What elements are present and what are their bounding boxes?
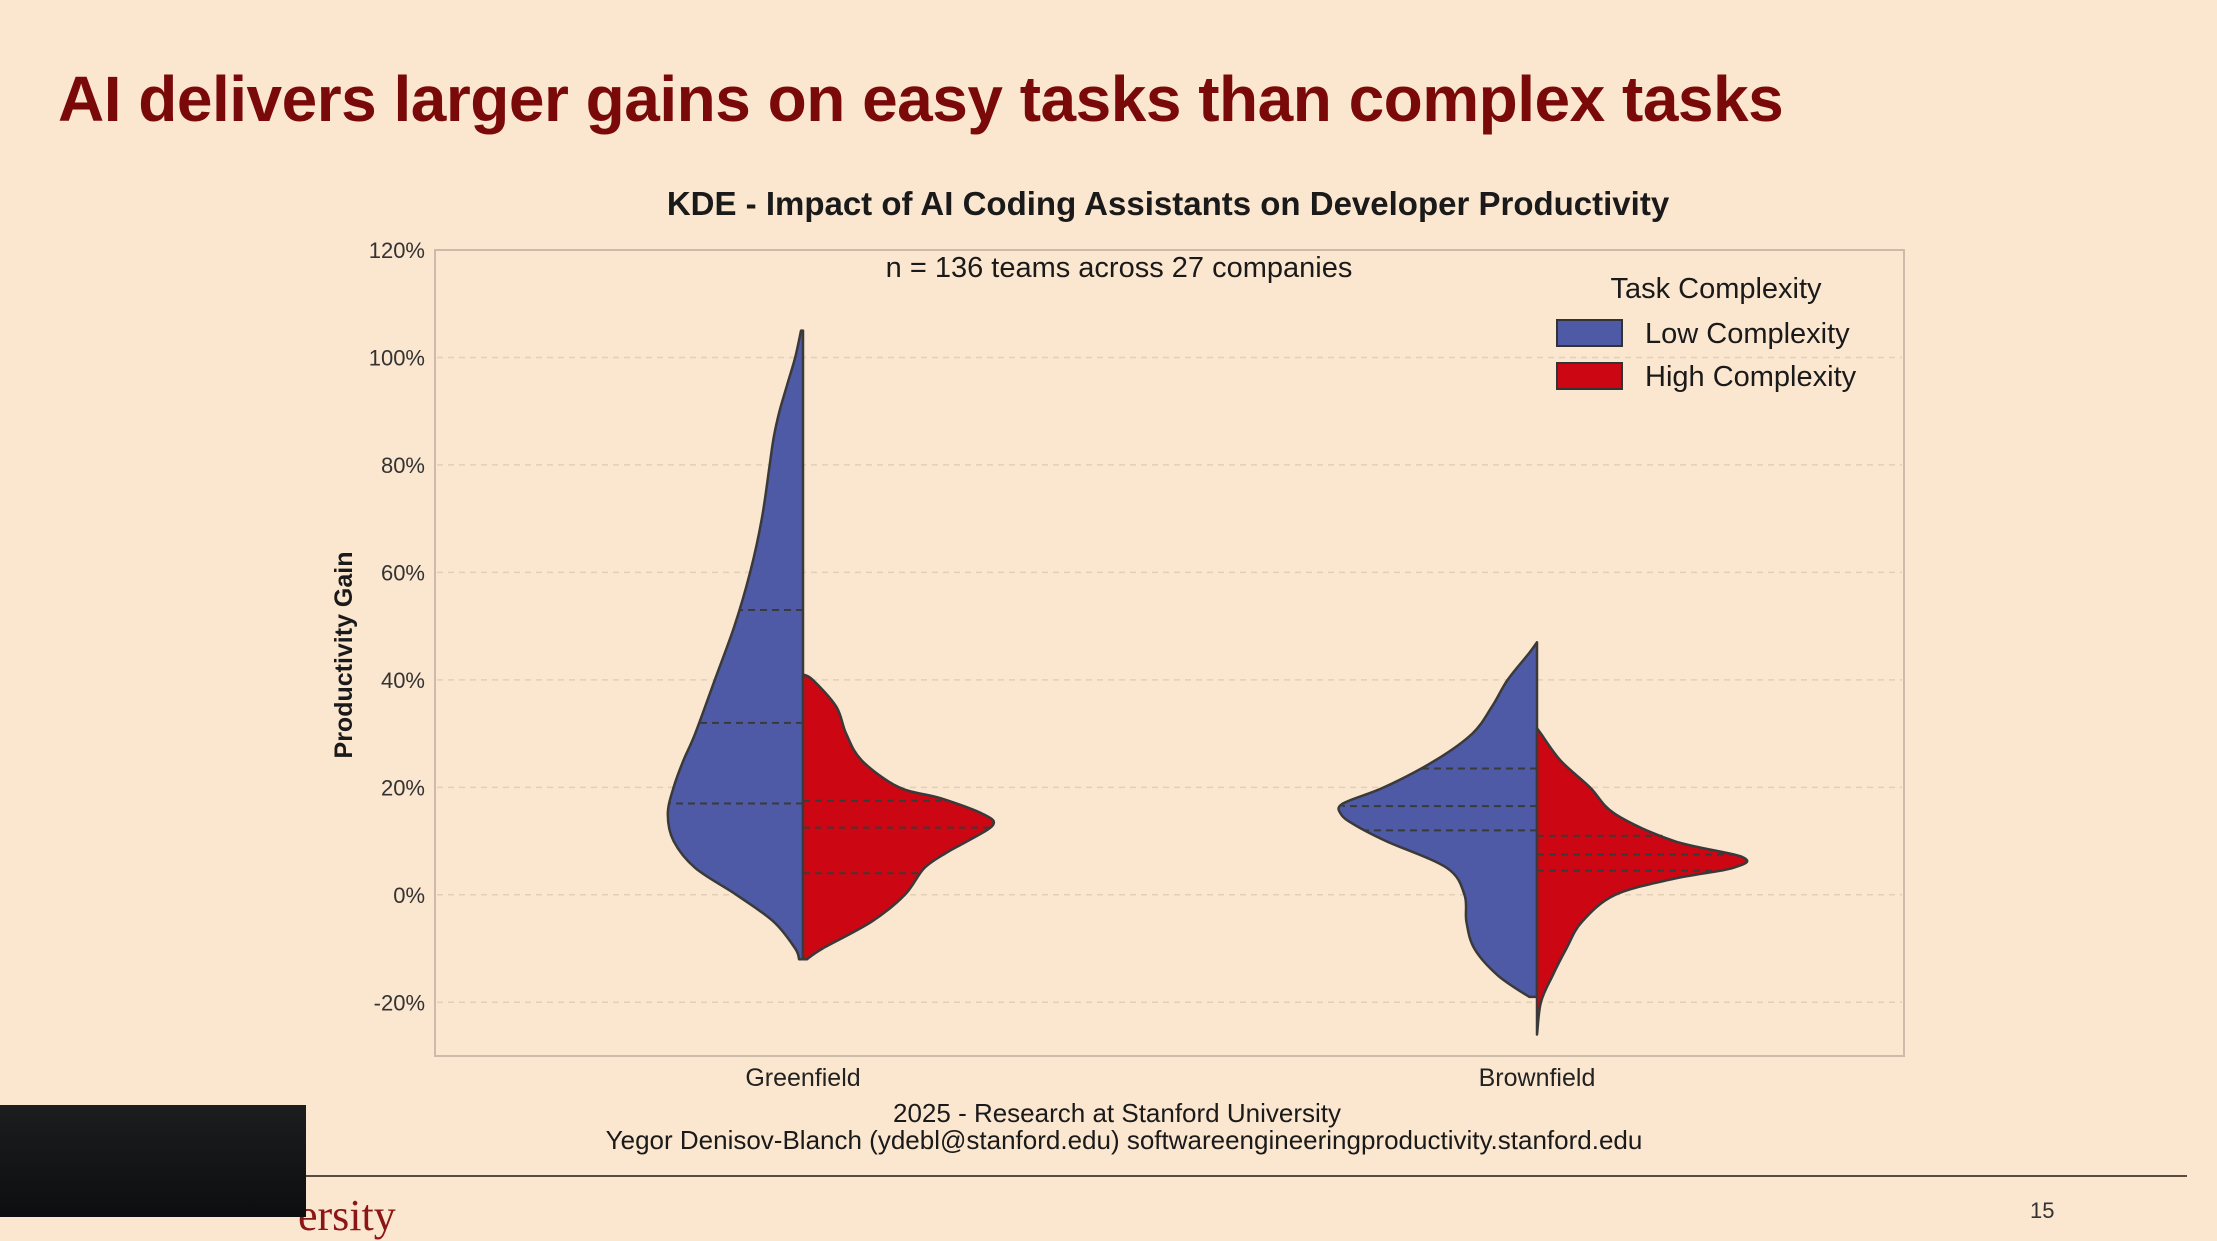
high-complexity-violin-greenfield bbox=[801, 673, 996, 961]
y-axis-ticks: -20% 0% 20% 40% 60% 80% 100% 120% bbox=[369, 238, 425, 1015]
credits-line-2: Yegor Denisov-Blanch (ydebl@stanford.edu… bbox=[606, 1125, 1643, 1155]
y-tick-label: 40% bbox=[381, 668, 425, 693]
page-number: 15 bbox=[2030, 1198, 2055, 1223]
legend-title: Task Complexity bbox=[1610, 273, 1822, 305]
y-tick-label: 120% bbox=[369, 238, 425, 263]
y-tick-label: -20% bbox=[374, 990, 425, 1015]
x-tick-label: Greenfield bbox=[745, 1064, 860, 1092]
y-tick-label: 0% bbox=[393, 883, 425, 908]
video-thumbnail bbox=[0, 1105, 306, 1217]
low-complexity-violin-greenfield bbox=[666, 329, 805, 961]
legend-label-high: High Complexity bbox=[1645, 361, 1857, 393]
y-axis-label: Productivity Gain bbox=[330, 552, 358, 759]
slide-title: AI delivers larger gains on easy tasks t… bbox=[58, 63, 1784, 135]
x-axis-ticks: Greenfield Brownfield bbox=[745, 1064, 1595, 1092]
footer-university-name: ersity bbox=[298, 1191, 396, 1240]
plot-area bbox=[434, 249, 1905, 1057]
y-tick-label: 20% bbox=[381, 775, 425, 800]
high-complexity-violin-brownfield bbox=[1535, 726, 1749, 1036]
y-tick-label: 60% bbox=[381, 560, 425, 585]
credits-line-1: 2025 - Research at Stanford University bbox=[893, 1098, 1341, 1128]
sample-annotation: n = 136 teams across 27 companies bbox=[886, 252, 1353, 284]
x-tick-label: Brownfield bbox=[1479, 1064, 1596, 1092]
chart-title: KDE - Impact of AI Coding Assistants on … bbox=[667, 185, 1670, 222]
y-tick-label: 100% bbox=[369, 345, 425, 370]
legend-swatch-low bbox=[1556, 319, 1623, 347]
legend-label-low: Low Complexity bbox=[1645, 318, 1850, 350]
y-tick-label: 80% bbox=[381, 453, 425, 478]
violins bbox=[666, 329, 1749, 1036]
legend-swatch-high bbox=[1556, 362, 1623, 390]
legend: Task Complexity Low Complexity High Comp… bbox=[1556, 273, 1857, 393]
low-complexity-violin-brownfield bbox=[1337, 641, 1539, 999]
footer-divider bbox=[300, 1175, 2187, 1177]
